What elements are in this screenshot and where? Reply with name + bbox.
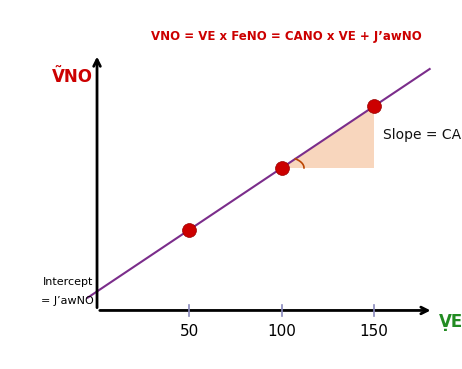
Text: = J’awNO: = J’awNO: [41, 296, 93, 306]
Text: ṾE: ṾE: [439, 313, 462, 331]
Point: [278, 165, 286, 171]
Text: 50: 50: [180, 324, 199, 339]
Text: 150: 150: [360, 324, 389, 339]
Polygon shape: [282, 106, 374, 168]
Text: ṼNO: ṼNO: [52, 68, 93, 86]
Text: Slope = CANO: Slope = CANO: [383, 128, 462, 142]
Text: VNO = VE x FeNO = CANO x VE + J’awNO: VNO = VE x FeNO = CANO x VE + J’awNO: [151, 30, 422, 42]
Text: 100: 100: [267, 324, 296, 339]
Point: [371, 103, 378, 109]
Point: [186, 227, 193, 232]
Text: Intercept: Intercept: [43, 277, 93, 287]
